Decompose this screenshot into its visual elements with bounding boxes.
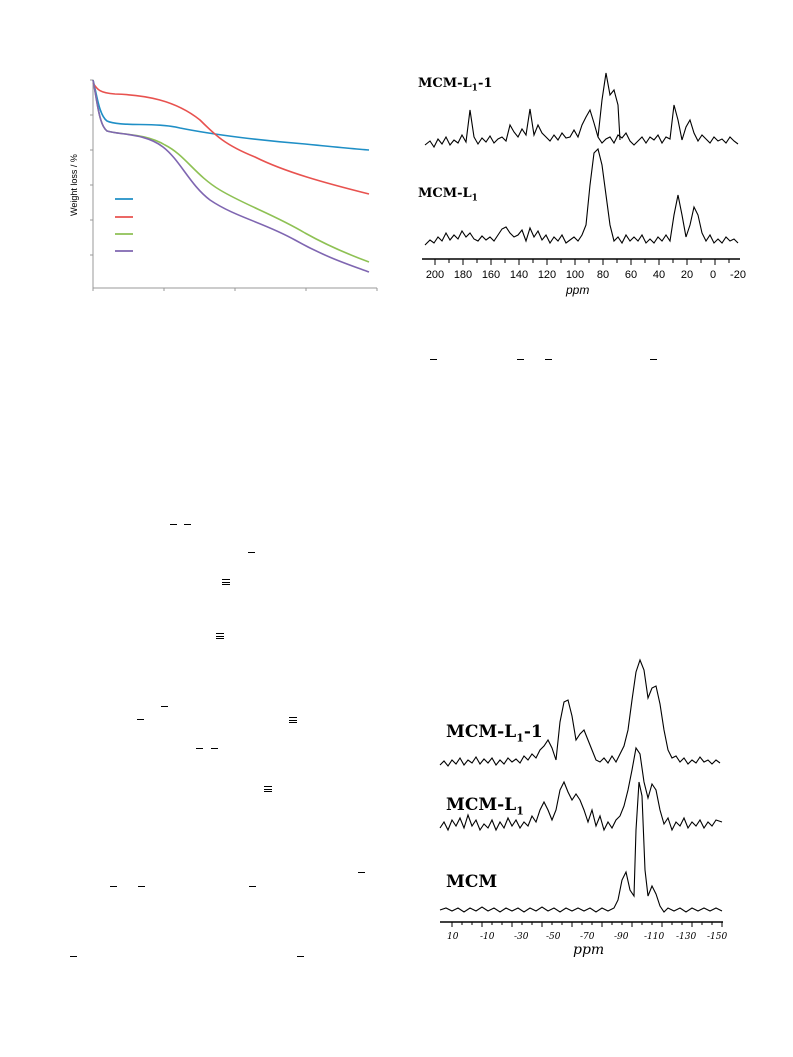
triple-bond-mark	[264, 786, 272, 794]
c13-x-ticks	[434, 259, 730, 265]
c13-tick-label: 20	[680, 269, 694, 281]
bond-mark	[430, 359, 437, 360]
bond-mark	[248, 552, 255, 553]
bond-mark	[517, 359, 524, 360]
si29-spectra	[439, 658, 723, 927]
tga-series-3-line	[92, 79, 370, 263]
tga-legend	[115, 198, 133, 252]
c13-tick-label: 200	[425, 269, 445, 281]
c13-spectra	[422, 72, 740, 265]
si29-tick-label: -150	[707, 932, 728, 942]
si29-tick-label: -10	[480, 932, 495, 942]
si29-tick-label: -30	[514, 932, 529, 942]
c13-xlabel: ppm	[566, 283, 590, 297]
tga-plot	[90, 79, 378, 291]
bond-mark	[184, 524, 191, 525]
si29-tick-label: 10	[447, 932, 459, 942]
bond-mark	[70, 956, 77, 957]
c13-tick-label: 160	[481, 269, 501, 281]
bond-mark	[545, 359, 552, 360]
bond-mark	[358, 872, 365, 873]
c13-tick-label: 120	[537, 269, 557, 281]
si29-x-ticks	[451, 922, 723, 927]
c13-label-top: MCM-L1-1	[418, 76, 493, 94]
tga-x-ticks	[92, 288, 378, 291]
si29-label-bottom: MCM	[446, 872, 498, 892]
si29-tick-label: -110	[644, 932, 665, 942]
bond-mark	[211, 748, 218, 749]
bond-mark	[137, 719, 144, 720]
triple-bond-mark	[289, 717, 297, 725]
si29-tick-label: -90	[614, 932, 629, 942]
tga-y-ticks	[90, 79, 93, 256]
si29-label-mid: MCM-L1	[446, 795, 524, 818]
si29-spectrum-bottom	[439, 781, 723, 913]
si29-tick-label: -70	[580, 932, 595, 942]
c13-tick-label: 40	[652, 269, 666, 281]
bond-mark	[249, 886, 256, 887]
si29-spectrum-mid	[439, 746, 723, 832]
bond-mark	[297, 956, 304, 957]
bond-mark	[196, 748, 203, 749]
c13-tick-label: 80	[596, 269, 610, 281]
bond-mark	[650, 359, 657, 360]
bond-mark	[161, 706, 168, 707]
c13-tick-label: -20	[730, 269, 746, 281]
triple-bond-mark	[216, 633, 224, 641]
c13-tick-label: 60	[624, 269, 638, 281]
si29-label-top: MCM-L1-1	[446, 722, 543, 745]
c13-tick-label: 100	[565, 269, 585, 281]
tga-series-2-line	[92, 82, 370, 195]
bond-mark	[138, 886, 145, 887]
c13-spectrum-top-peak	[597, 72, 621, 141]
triple-bond-mark	[222, 579, 230, 587]
c13-label-bottom: MCM-L1	[418, 186, 478, 204]
c13-spectrum-bottom	[424, 147, 739, 246]
si29-spectrum-top	[439, 658, 721, 767]
bond-mark	[170, 524, 177, 525]
si29-tick-label: -50	[546, 932, 561, 942]
tga-series-4-line	[92, 79, 370, 273]
c13-tick-label: 180	[453, 269, 473, 281]
bond-mark	[110, 886, 117, 887]
c13-spectrum-top	[424, 104, 739, 149]
si29-xlabel: ppm	[573, 942, 605, 958]
c13-tick-label: 0	[709, 269, 717, 281]
tga-ylabel: Weight loss / %	[69, 154, 79, 216]
si29-tick-label: -130	[676, 932, 697, 942]
c13-tick-label: 140	[509, 269, 529, 281]
tga-series-1-line	[92, 79, 370, 151]
